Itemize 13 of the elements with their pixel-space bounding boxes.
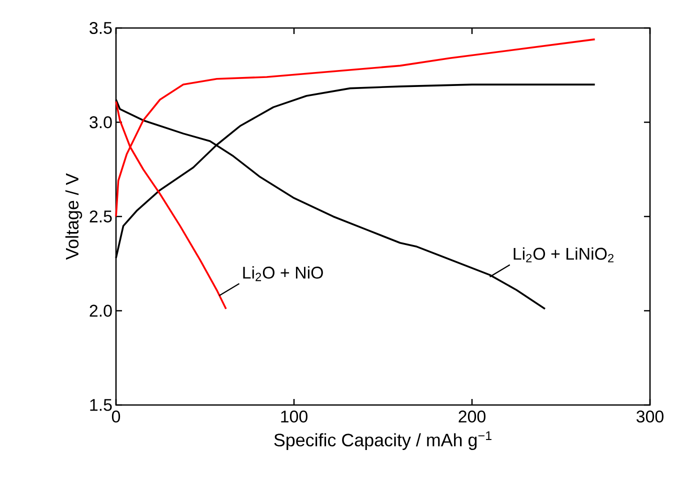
y-tick-label: 1.5 (90, 399, 112, 411)
x-tick-label: 100 (281, 410, 308, 423)
x-tick-label: 0 (112, 410, 120, 423)
x-axis-title: Specific Capacity / mAh g$^{−1}$ (274, 431, 492, 450)
x-tick-label: 200 (458, 410, 486, 423)
annotation: Li$_{2}$O + LiNiO$_{2}$ (514, 247, 614, 262)
y-tick-label: 2.5 (90, 210, 112, 222)
y-tick-label: 3.0 (90, 116, 112, 128)
x-tick-label: 300 (636, 410, 664, 423)
y-tick-label: 3.5 (90, 22, 112, 34)
y-axis-title: Voltage / V (65, 173, 82, 260)
annotation: Li$_{2}$O + NiO (243, 266, 323, 282)
y-tick-label: 2.0 (90, 304, 112, 317)
